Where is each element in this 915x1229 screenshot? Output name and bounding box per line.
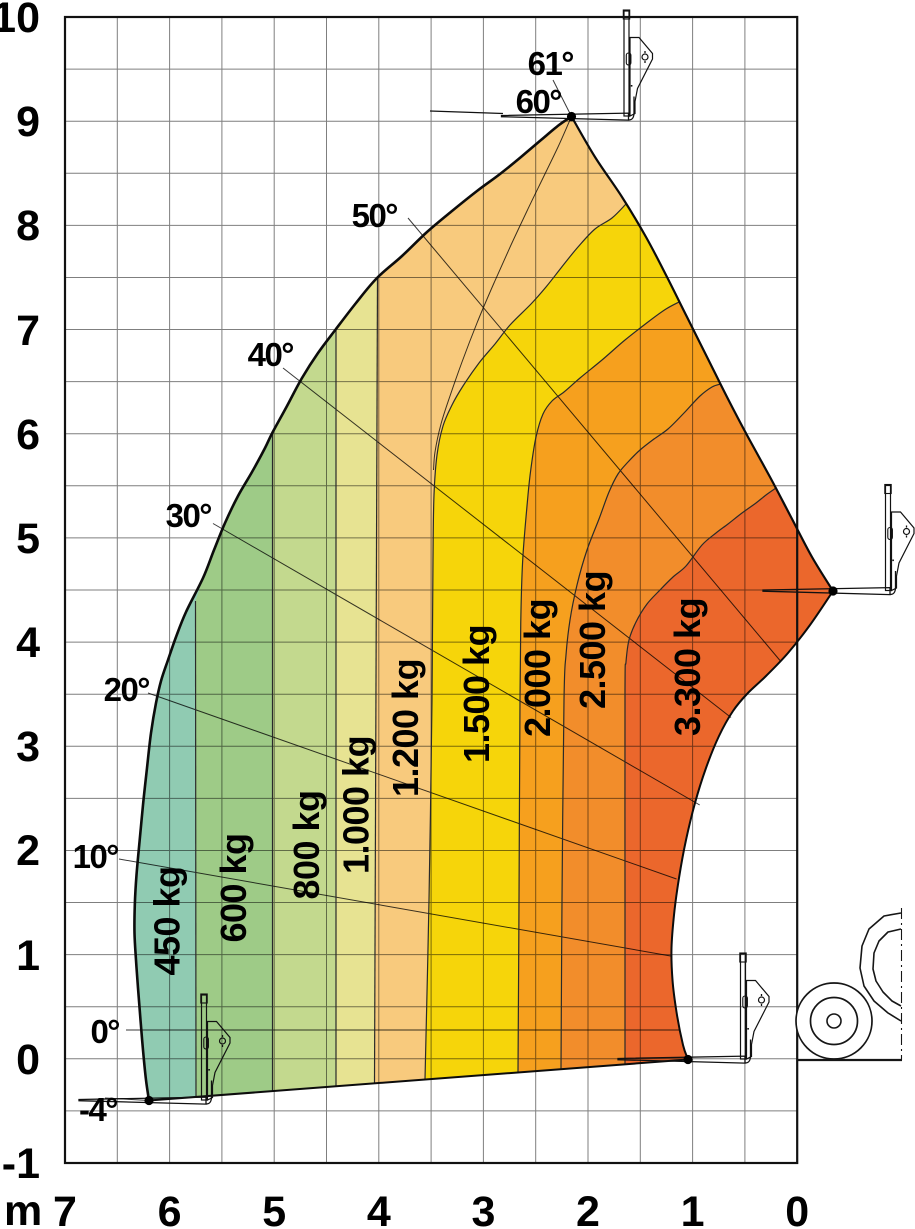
svg-text:2.500 kg: 2.500 kg bbox=[572, 571, 613, 709]
svg-text:40°: 40° bbox=[248, 336, 294, 373]
svg-text:20°: 20° bbox=[104, 671, 150, 708]
svg-text:6: 6 bbox=[16, 411, 40, 459]
svg-text:1.200 kg: 1.200 kg bbox=[385, 659, 426, 797]
svg-text:0: 0 bbox=[785, 1188, 809, 1229]
svg-text:2: 2 bbox=[576, 1188, 600, 1229]
svg-text:3.300 kg: 3.300 kg bbox=[667, 598, 708, 736]
svg-text:-4°: -4° bbox=[79, 1091, 117, 1128]
svg-text:m: m bbox=[4, 1187, 42, 1229]
svg-text:2.000 kg: 2.000 kg bbox=[517, 599, 558, 737]
svg-text:3: 3 bbox=[16, 723, 40, 771]
svg-text:5: 5 bbox=[16, 515, 40, 563]
svg-text:1.000 kg: 1.000 kg bbox=[336, 736, 377, 874]
svg-text:9: 9 bbox=[16, 98, 40, 146]
svg-text:4: 4 bbox=[367, 1188, 391, 1229]
svg-text:4: 4 bbox=[16, 619, 40, 667]
svg-text:800 kg: 800 kg bbox=[286, 790, 327, 899]
svg-text:600 kg: 600 kg bbox=[213, 833, 254, 942]
svg-text:10°: 10° bbox=[73, 838, 119, 875]
svg-text:8: 8 bbox=[16, 202, 40, 250]
svg-text:-1: -1 bbox=[2, 1140, 40, 1188]
svg-text:60°: 60° bbox=[516, 83, 562, 120]
svg-text:61°: 61° bbox=[528, 45, 574, 82]
svg-text:7: 7 bbox=[16, 307, 40, 355]
svg-text:10: 10 bbox=[0, 0, 40, 42]
svg-text:0: 0 bbox=[16, 1036, 40, 1084]
svg-text:2: 2 bbox=[16, 827, 40, 875]
svg-text:0°: 0° bbox=[90, 1013, 119, 1050]
svg-text:5: 5 bbox=[262, 1188, 286, 1229]
svg-text:450 kg: 450 kg bbox=[147, 866, 188, 975]
svg-text:30°: 30° bbox=[166, 497, 212, 534]
svg-text:3: 3 bbox=[471, 1188, 495, 1229]
svg-text:7: 7 bbox=[53, 1188, 77, 1229]
svg-text:1.500 kg: 1.500 kg bbox=[456, 625, 497, 763]
svg-text:1: 1 bbox=[16, 932, 40, 980]
svg-text:50°: 50° bbox=[352, 197, 398, 234]
svg-text:6: 6 bbox=[158, 1188, 182, 1229]
svg-text:1: 1 bbox=[681, 1188, 705, 1229]
